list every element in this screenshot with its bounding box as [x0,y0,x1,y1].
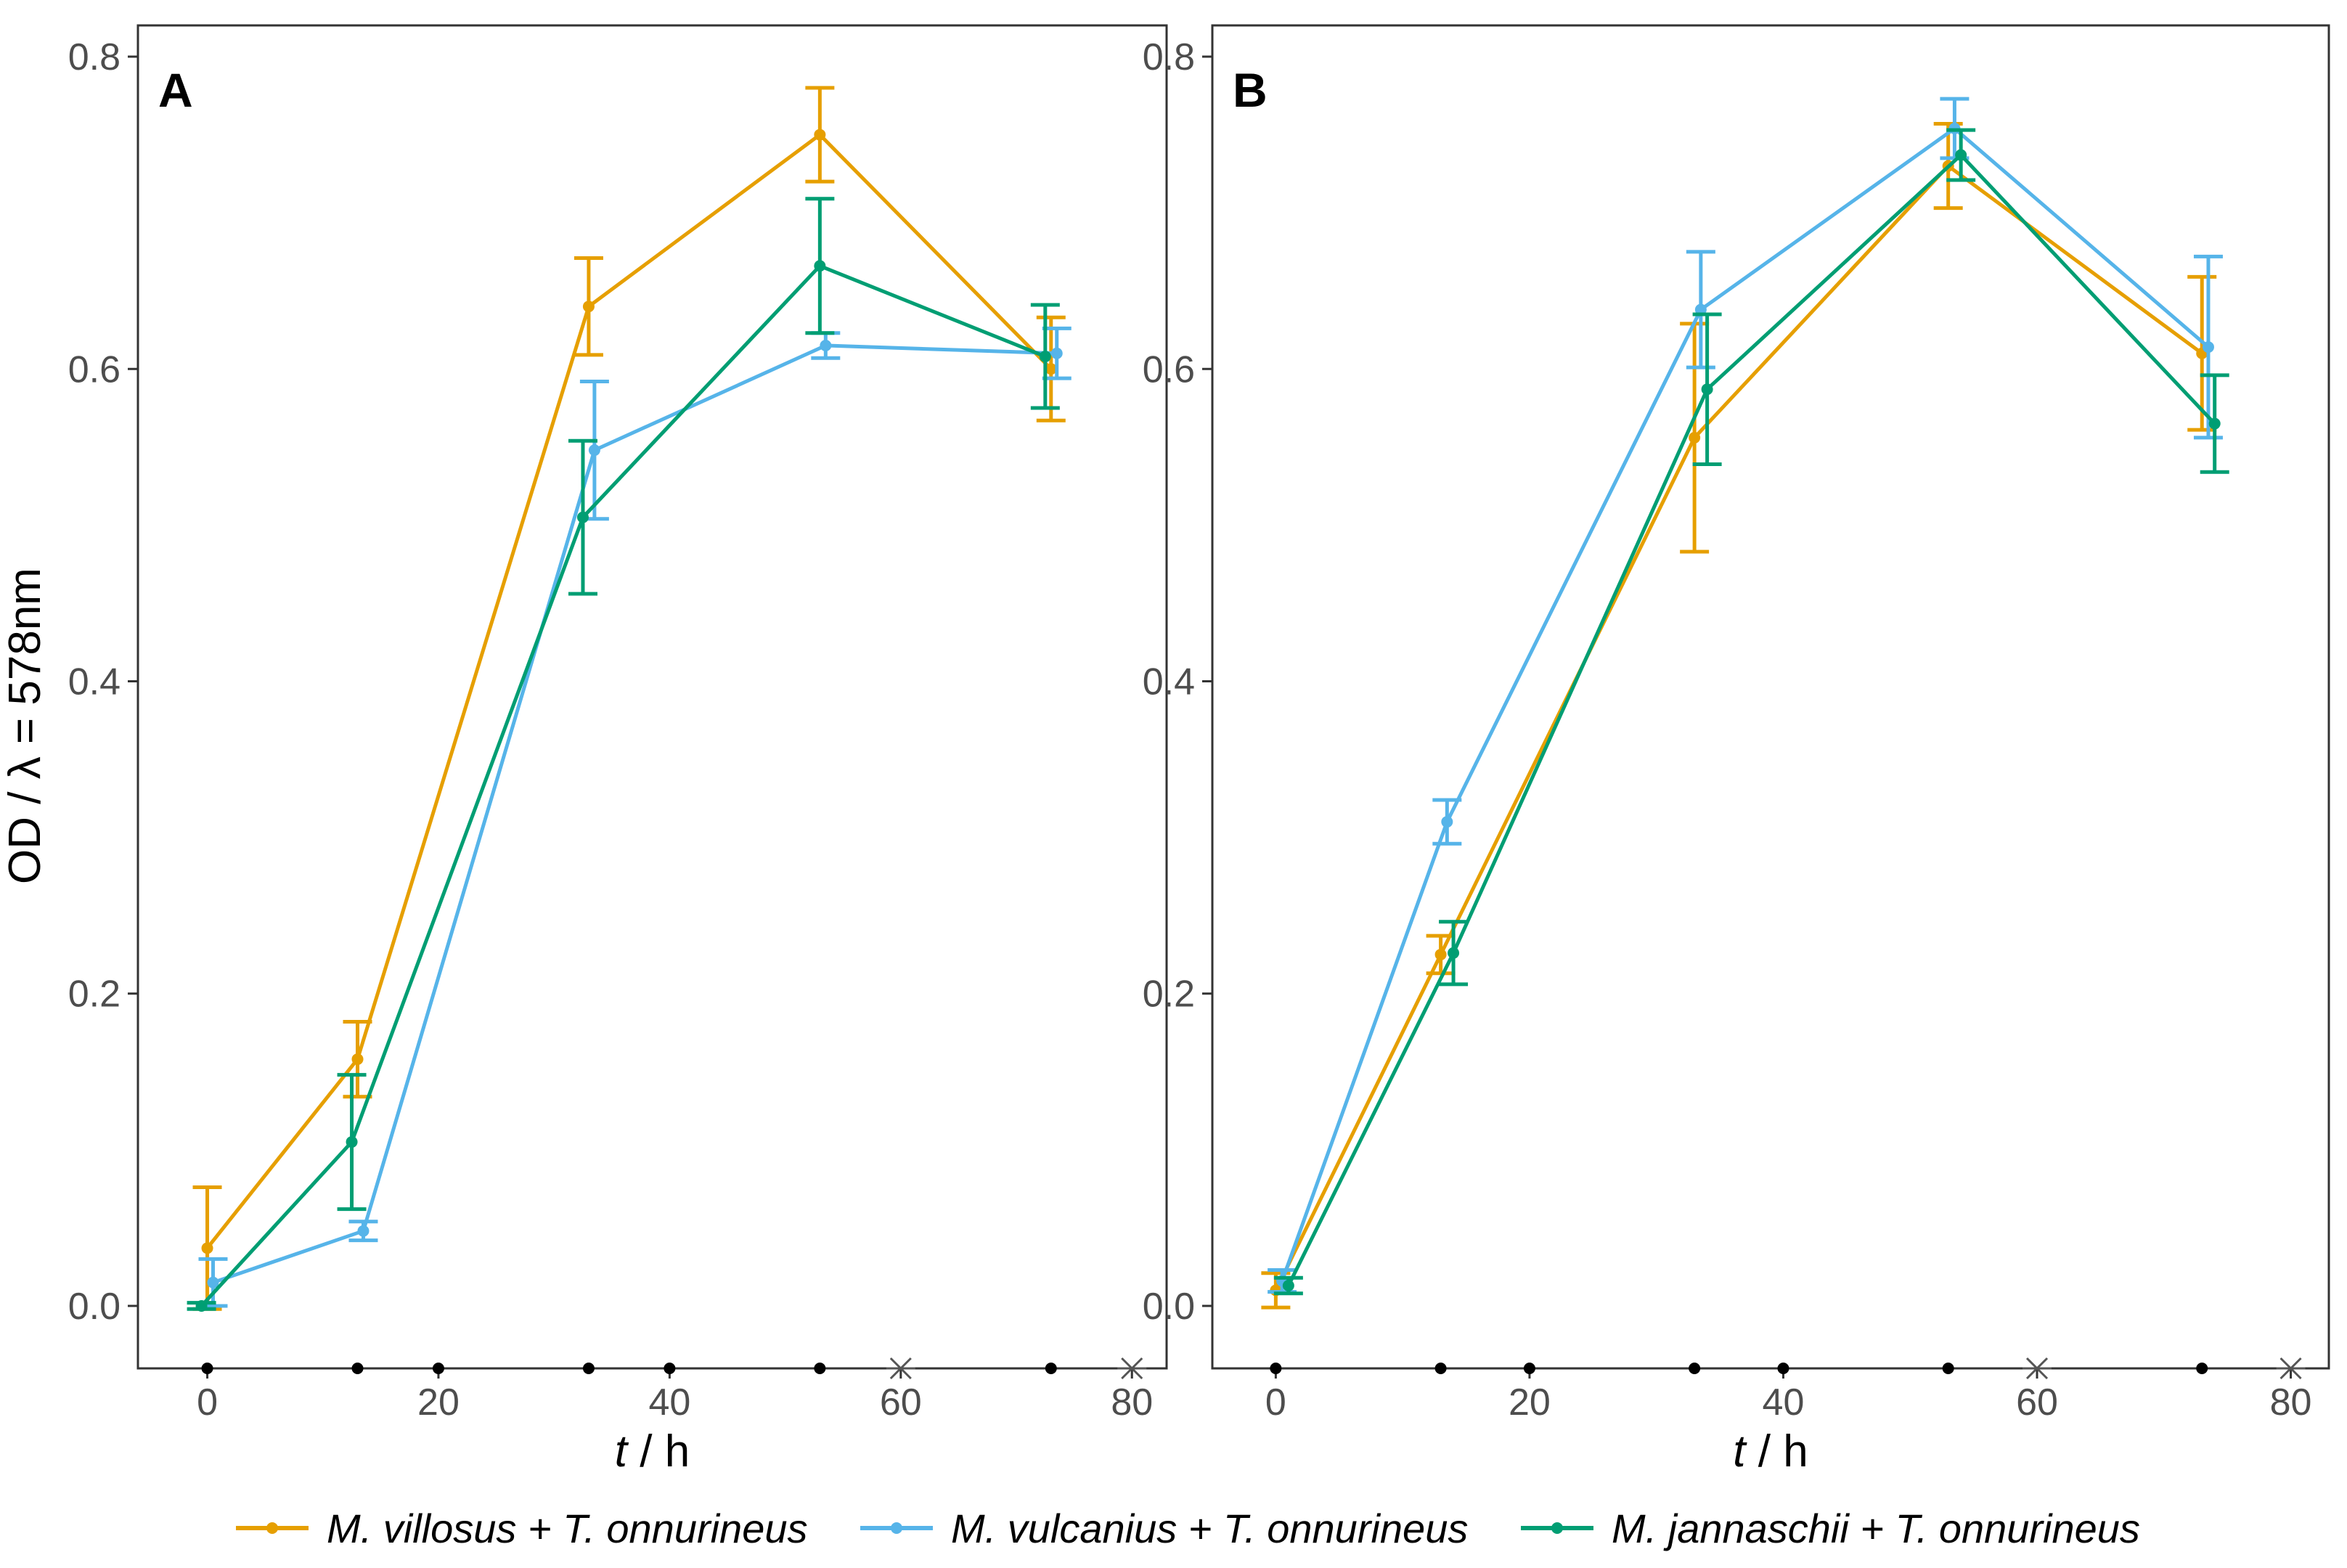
asterisk-marker [2022,1357,2052,1380]
series-line [205,133,1053,1249]
y-tick-label: 0.6 [68,348,121,391]
data-point [2202,341,2214,354]
x-tick-label: 40 [648,1381,690,1424]
sampling-point-marker [201,1363,213,1374]
series-villosus [1261,122,2217,1310]
legend: M. villosus + T. onnurineus M. vulcanius … [236,1506,2140,1551]
legend-item-jannaschii: M. jannaschii + T. onnurineus [1521,1506,2140,1551]
data-point [1689,431,1701,444]
sampling-point-marker [1777,1363,1789,1374]
y-tick-label: 0.0 [1143,1286,1195,1328]
series-jannaschii [1273,128,2229,1296]
x-tick-label: 80 [1111,1381,1153,1424]
series-line [1280,126,2210,1282]
data-point [201,1242,213,1254]
x-axis-variable: t [1733,1426,1747,1477]
data-point [1441,816,1453,828]
data-point [357,1225,370,1237]
series-line [1286,153,2216,1287]
legend-item-vulcanius: M. vulcanius + T. onnurineus [860,1506,1468,1551]
x-tick-label: 0 [1265,1381,1286,1424]
legend-swatch-point [891,1522,902,1534]
data-point [1955,149,1967,161]
legend-item-villosus: M. villosus + T. onnurineus [236,1506,807,1551]
data-point [814,260,826,272]
panel-label: B [1233,63,1268,117]
data-point [582,301,595,313]
sampling-point-marker [582,1363,595,1374]
x-tick-label: 40 [1763,1381,1805,1424]
sampling-point-marker [1270,1363,1282,1374]
data-point [1045,363,1057,375]
data-point [351,1053,364,1066]
sampling-point-marker [1045,1363,1057,1374]
x-axis-title: t / h [1733,1426,1808,1477]
x-axis-unit: / h [1746,1426,1808,1477]
sampling-point-marker [814,1363,826,1374]
asterisk-marker [1117,1357,1147,1380]
asterisk-marker [2276,1357,2306,1380]
x-tick-label: 60 [880,1381,922,1424]
x-tick-label: 0 [197,1381,218,1424]
legend-label: M. jannaschii + T. onnurineus [1612,1506,2140,1551]
data-point [1050,347,1063,359]
panel-frame [136,24,1168,1370]
data-point [576,511,589,523]
data-point [814,128,826,141]
sampling-point-marker [351,1363,364,1374]
x-tick-label: 20 [1509,1381,1551,1424]
series-villosus [192,86,1066,1311]
series-jannaschii [187,197,1060,1312]
sampling-point-marker [432,1363,444,1374]
x-tick-label: 60 [2016,1381,2058,1424]
y-tick-label: 0.0 [68,1286,121,1328]
x-axis-title: t / h [615,1426,690,1477]
y-tick-label: 0.8 [1143,36,1195,78]
sampling-point-marker [1434,1363,1447,1374]
data-point [1434,948,1447,960]
asterisk-marker [886,1357,915,1380]
series-line [212,343,1057,1285]
data-point [195,1299,208,1312]
panel-frame [1211,24,2330,1370]
x-axis-unit: / h [627,1426,690,1477]
y-tick-label: 0.6 [1143,348,1195,391]
data-point [1039,351,1051,363]
data-point [588,444,600,457]
y-tick-label: 0.8 [68,36,121,78]
sampling-point-marker [1523,1363,1535,1374]
x-tick-label: 20 [417,1381,460,1424]
legend-swatch-point [1551,1522,1563,1534]
panel-label: A [158,63,193,117]
series-vulcanius [198,326,1072,1308]
data-point [1448,947,1460,959]
legend-swatch-point [266,1522,278,1534]
series-line [1274,164,2203,1291]
x-axis-variable: t [615,1426,629,1477]
sampling-point-marker [1689,1363,1701,1374]
panel-a: 0.0 0.2 0.4 0.6 0.8 0 20 40 60 80 t / h A [68,24,1168,1477]
legend-label: M. villosus + T. onnurineus [327,1506,807,1551]
series-vulcanius [1268,97,2223,1294]
y-tick-label: 0.4 [1143,661,1195,703]
y-axis-title: OD / λ = 578nm [0,568,50,884]
data-point [820,339,832,351]
y-tick-label: 0.2 [1143,973,1195,1016]
legend-label: M. vulcanius + T. onnurineus [951,1506,1468,1551]
sampling-point-marker [2196,1363,2208,1374]
data-point [1282,1279,1294,1291]
sampling-point-marker [1942,1363,1954,1374]
series-line [200,264,1046,1307]
y-tick-label: 0.2 [68,973,121,1016]
data-point [207,1276,219,1289]
data-point [346,1136,358,1148]
panel-b: 0.0 0.2 0.4 0.6 0.8 0 20 40 60 80 t / h B [1143,24,2330,1477]
y-tick-label: 0.4 [68,661,121,703]
x-tick-label: 80 [2270,1381,2312,1424]
sampling-point-marker [664,1363,676,1374]
data-point [2208,417,2221,430]
data-point [1701,383,1713,396]
